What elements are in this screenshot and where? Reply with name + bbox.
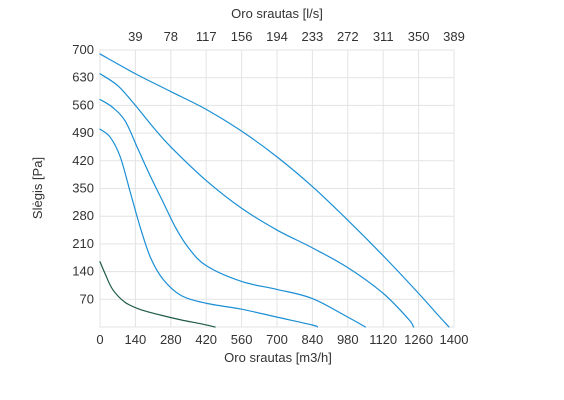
y-tick-label: 210 <box>72 236 94 251</box>
y-tick-label: 490 <box>72 125 94 140</box>
x-tick-label: 980 <box>337 332 359 347</box>
x2-tick-label: 272 <box>337 29 359 44</box>
x-tick-label: 840 <box>302 332 324 347</box>
x2-tick-label: 78 <box>164 29 178 44</box>
y-tick-label: 560 <box>72 97 94 112</box>
x-tick-label: 0 <box>96 332 103 347</box>
x-tick-label: 700 <box>266 332 288 347</box>
x-tick-label: 280 <box>160 332 182 347</box>
x-tick-label: 560 <box>231 332 253 347</box>
x-tick-label: 1120 <box>369 332 397 347</box>
x-tick-label: 1400 <box>440 332 469 347</box>
fan-curve-3 <box>99 98 367 328</box>
x2-axis-title: Oro srautas [l/s] <box>231 6 323 21</box>
y-tick-label: 630 <box>72 70 94 85</box>
y-tick-label: 420 <box>72 153 94 168</box>
fan-curve-1 <box>99 53 450 328</box>
fan-curve-2 <box>99 73 415 328</box>
x2-tick-label: 233 <box>302 29 324 44</box>
x2-tick-label: 156 <box>231 29 253 44</box>
x-tick-label: 140 <box>125 332 147 347</box>
fan-curve-4 <box>99 128 319 328</box>
y-tick-label: 140 <box>72 264 94 279</box>
y-axis-title: Slėgis [Pa] <box>30 157 45 219</box>
x2-tick-label: 311 <box>373 29 394 44</box>
x2-tick-label: 117 <box>196 29 217 44</box>
x2-tick-label: 39 <box>128 29 142 44</box>
y-tick-label: 350 <box>72 181 94 196</box>
x2-tick-label: 350 <box>408 29 430 44</box>
y-tick-label: 700 <box>72 42 94 57</box>
x-tick-label: 1260 <box>404 332 433 347</box>
grid <box>99 49 455 327</box>
x-tick-label: 420 <box>195 332 217 347</box>
y-tick-label: 70 <box>80 291 94 306</box>
tick-labels: 0 140 280 420 560 700 840 980 1120 1260 1400 70 140 2… <box>72 29 468 347</box>
fan-curve-5 <box>99 261 216 328</box>
y-tick-label: 280 <box>72 208 94 223</box>
x-axis-title: Oro srautas [m3/h] <box>224 350 332 365</box>
x2-tick-label: 194 <box>266 29 288 44</box>
x2-tick-label: 389 <box>443 29 465 44</box>
curves <box>99 53 450 328</box>
